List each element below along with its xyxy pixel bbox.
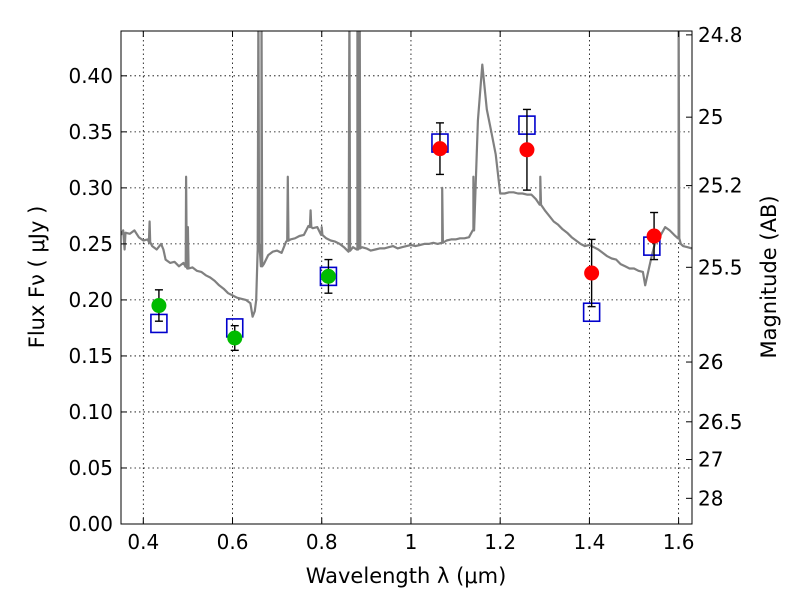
y2-tick-label: 25	[698, 105, 723, 129]
grid	[121, 31, 692, 525]
x-tick-label: 1.4	[573, 530, 605, 554]
y-tick-label: 0.00	[68, 512, 113, 536]
y-tick-label: 0.05	[68, 456, 113, 480]
observed-marker	[646, 228, 662, 244]
observed-point	[227, 324, 243, 352]
x-tick-label: 0.4	[127, 530, 159, 554]
y-tick-label: 0.20	[68, 288, 113, 312]
x-axis-label: Wavelength λ (μm)	[306, 564, 507, 588]
y-tick-label: 0.35	[68, 120, 113, 144]
observed-marker	[151, 298, 167, 314]
observed-point	[320, 258, 336, 294]
y2-tick-label: 25.5	[698, 255, 743, 279]
x-tick-label: 1.6	[663, 530, 695, 554]
plot-frame	[120, 30, 693, 525]
observed-marker	[584, 265, 600, 281]
y2-tick-label: 28	[698, 486, 723, 510]
y-tick-label: 0.25	[68, 232, 113, 256]
x-tick-label: 0.8	[306, 530, 338, 554]
observed-point	[151, 289, 167, 322]
plot-area	[121, 31, 692, 524]
y-tick-label: 0.10	[68, 400, 113, 424]
y2-tick-label: 27	[698, 448, 723, 472]
y2-tick-label: 24.8	[698, 23, 743, 47]
model-spectrum	[121, 31, 692, 318]
observed-photometry	[151, 108, 662, 352]
y2-tick-label: 26	[698, 350, 723, 374]
model-spectrum-line	[121, 31, 692, 318]
y-tick-label: 0.30	[68, 176, 113, 200]
y2-axis-label: Magnitude (AB)	[757, 195, 781, 358]
y-axis: 0.00 0.05 0.10 0.15 0.20 0.25 0.30 0.35 0.40	[68, 64, 127, 536]
y2-axis: 24.8 25 25.2 25.5 26 26.5 27 28	[686, 23, 743, 510]
y2-tick-label: 26.5	[698, 410, 743, 434]
x-tick-label: 0.6	[217, 530, 249, 554]
x-tick-label: 1	[405, 530, 418, 554]
observed-marker	[519, 142, 535, 158]
y-tick-label: 0.15	[68, 344, 113, 368]
observed-point	[646, 211, 662, 261]
x-axis: 0.4 0.6 0.8 1 1.2 1.4 1.6	[127, 31, 695, 554]
y-axis-label: Flux Fν ( μJy )	[25, 206, 49, 349]
observed-marker	[432, 141, 448, 157]
observed-point	[519, 108, 535, 191]
y2-tick-label: 25.2	[698, 174, 743, 198]
observed-marker	[227, 330, 243, 346]
y-tick-label: 0.40	[68, 64, 113, 88]
observed-point	[432, 122, 448, 176]
observed-point	[584, 238, 600, 308]
observed-marker	[320, 268, 336, 284]
x-tick-label: 1.2	[484, 530, 516, 554]
